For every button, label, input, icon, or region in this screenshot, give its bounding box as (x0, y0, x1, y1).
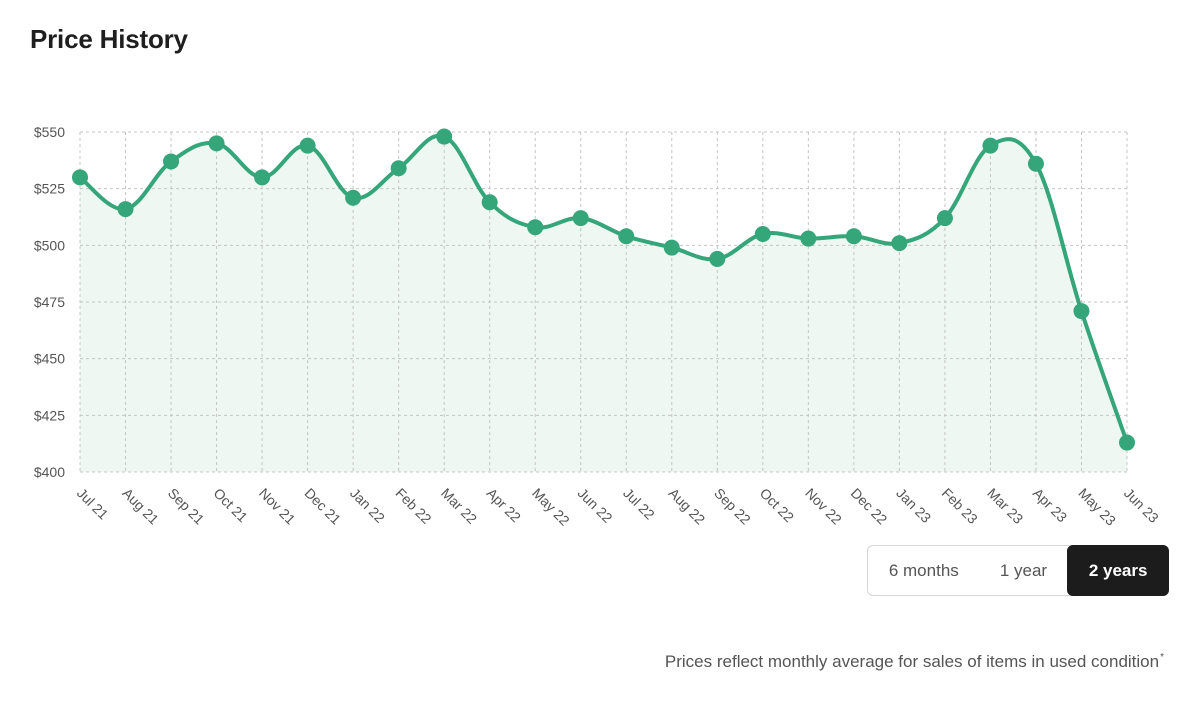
range-2-years-button[interactable]: 2 years (1067, 545, 1169, 596)
x-tick-label: Jun 23 (1121, 485, 1162, 526)
data-point (663, 239, 680, 256)
x-tick-label: Dec 22 (848, 485, 891, 528)
data-point (982, 137, 999, 154)
x-tick-label: Mar 23 (984, 485, 1026, 527)
range-6-months-button[interactable]: 6 months (868, 546, 980, 595)
grid (79, 131, 1128, 473)
footnote-mark: * (1160, 652, 1164, 664)
x-tick-label: Jan 23 (893, 485, 934, 526)
y-tick-label: $450 (34, 351, 65, 367)
x-tick-label: Nov 22 (802, 485, 845, 528)
x-tick-label: May 22 (529, 485, 573, 529)
x-tick-label: Oct 22 (757, 485, 798, 526)
x-tick-label: Jul 21 (74, 485, 112, 523)
x-tick-label: Mar 22 (438, 485, 480, 527)
area-fill (80, 135, 1127, 472)
y-tick-label: $475 (34, 294, 65, 310)
data-point (527, 219, 544, 236)
range-toggle: 6 months 1 year 2 years (867, 545, 1169, 596)
data-point (436, 128, 453, 145)
data-point (208, 135, 225, 152)
x-tick-label: Feb 23 (939, 485, 981, 527)
x-tick-label: Dec 21 (301, 485, 344, 528)
data-point (572, 210, 589, 227)
data-point (345, 189, 362, 206)
data-point (1073, 303, 1090, 320)
x-tick-label: Jul 22 (620, 485, 658, 523)
x-tick-label: Jan 22 (347, 485, 388, 526)
data-point (299, 137, 316, 154)
data-point (891, 235, 908, 252)
y-tick-label: $400 (34, 464, 65, 480)
range-1-year-button[interactable]: 1 year (980, 546, 1068, 595)
x-tick-label: Jun 22 (575, 485, 616, 526)
data-point (936, 210, 953, 227)
data-point (117, 201, 134, 218)
data-point (709, 250, 726, 267)
page-title: Price History (30, 24, 188, 54)
x-tick-label: Aug 21 (119, 485, 162, 528)
data-point (254, 169, 271, 186)
x-tick-label: Nov 21 (256, 485, 299, 528)
y-tick-label: $425 (34, 407, 65, 423)
x-tick-label: Apr 22 (484, 485, 525, 526)
data-point (845, 228, 862, 245)
x-tick-label: Sep 21 (165, 485, 208, 528)
data-point (481, 194, 498, 211)
footnote-text: Prices reflect monthly average for sales… (664, 652, 1160, 671)
x-tick-label: Aug 22 (666, 485, 709, 528)
x-tick-label: Apr 23 (1030, 485, 1071, 526)
y-tick-label: $525 (34, 181, 65, 197)
x-tick-label: Sep 22 (711, 485, 754, 528)
x-tick-label: May 23 (1075, 485, 1119, 529)
x-tick-label: Oct 21 (210, 485, 251, 526)
data-point (1027, 155, 1044, 172)
data-point (754, 226, 771, 242)
data-point (390, 160, 407, 177)
price-history-chart: $550 $525 $500 $475 $450 $425 $400 Jul 21 Aug 21… (34, 124, 1162, 529)
data-point (72, 169, 88, 186)
y-tick-label: $500 (34, 237, 65, 253)
data-point (618, 228, 635, 245)
data-point (800, 230, 817, 247)
x-tick-label: Feb 22 (393, 485, 435, 527)
data-point (1119, 434, 1135, 451)
data-point (163, 153, 180, 170)
footnote: Prices reflect monthly average for sales… (665, 652, 1164, 672)
y-tick-label: $550 (34, 124, 65, 140)
